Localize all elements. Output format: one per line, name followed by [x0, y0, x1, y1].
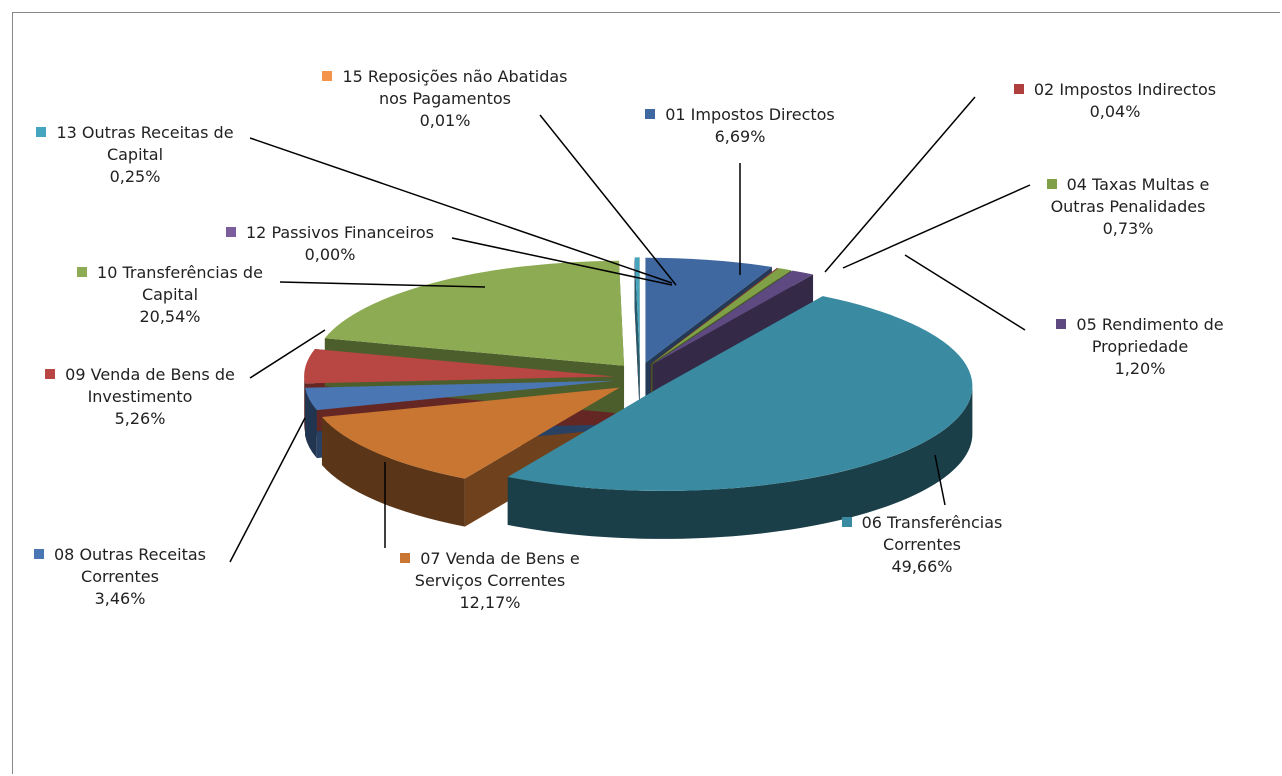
legend-marker [45, 369, 56, 379]
slice-wall [305, 387, 317, 459]
value-label: 0,04% [1089, 102, 1141, 121]
data-label: 09 Venda de Bens de Investimento 5,26% [25, 364, 255, 430]
slice-side [634, 257, 640, 411]
value-label: 0,00% [304, 245, 356, 264]
legend-marker [36, 127, 47, 137]
slice [651, 268, 792, 364]
slice-wall [304, 376, 305, 432]
category-label: 07 Venda de Bens e Serviços Correntes [414, 549, 580, 590]
data-label: 08 Outras Receitas Correntes 3,46% [15, 544, 225, 610]
legend-marker [1056, 319, 1067, 329]
data-label: 05 Rendimento de Propriedade 1,20% [1030, 314, 1250, 380]
category-label: 13 Outras Receitas de Capital [56, 123, 234, 164]
value-label: 0,73% [1102, 219, 1154, 238]
chart-frame [12, 12, 1280, 774]
value-label: 49,66% [891, 557, 953, 576]
legend-marker [645, 109, 656, 119]
category-label: 02 Impostos Indirectos [1033, 80, 1217, 99]
data-label: 04 Taxas Multas e Outras Penalidades 0,73… [1018, 174, 1238, 240]
legend-marker [34, 549, 44, 559]
leader-line [229, 417, 306, 563]
slice [645, 257, 772, 363]
legend-marker [77, 267, 88, 277]
legend-marker [841, 517, 852, 527]
value-label: 6,69% [714, 127, 766, 146]
slice [507, 296, 973, 491]
leader-line [249, 329, 326, 379]
slice [634, 257, 640, 363]
legend-marker [226, 227, 236, 237]
category-label: 01 Impostos Directos [665, 105, 835, 124]
data-label: 15 Reposições não Abatidas nos Pagamento… [310, 66, 580, 132]
value-label: 20,54% [139, 307, 201, 326]
data-label: 07 Venda de Bens e Serviços Correntes 12,… [375, 548, 605, 614]
legend-marker [1013, 84, 1024, 94]
slice-wall [507, 385, 973, 539]
data-label: 13 Outras Receitas de Capital 0,25% [10, 122, 260, 188]
leader-line [824, 96, 976, 273]
slice [321, 387, 620, 479]
data-label: 01 Impostos Directos 6,69% [610, 104, 870, 148]
category-label: 12 Passivos Financeiros [246, 223, 434, 242]
slice-wall [321, 417, 465, 527]
legend-marker [400, 553, 411, 563]
legend-marker [1046, 179, 1057, 189]
leader-line [539, 114, 677, 286]
category-label: 06 Transferências Correntes [861, 513, 1003, 554]
leader-line [451, 237, 673, 286]
data-label: 06 Transferências Correntes 49,66% [822, 512, 1022, 578]
leader-line [279, 281, 486, 288]
legend-marker [322, 71, 333, 81]
category-label: 05 Rendimento de Propriedade [1076, 315, 1224, 356]
category-label: 08 Outras Receitas Correntes [54, 545, 206, 586]
pie-walls [304, 376, 973, 539]
data-label: 10 Transferências de Capital 20,54% [50, 262, 290, 328]
leader-line [249, 137, 673, 284]
category-label: 15 Reposições não Abatidas nos Pagamento… [342, 67, 568, 108]
slice [324, 260, 625, 366]
category-label: 09 Venda de Bens de Investimento [65, 365, 235, 406]
slice [650, 267, 778, 364]
value-label: 5,26% [114, 409, 166, 428]
data-label: 02 Impostos Indirectos 0,04% [985, 79, 1245, 123]
value-label: 3,46% [94, 589, 146, 608]
leader-line [934, 454, 946, 506]
slice [652, 270, 814, 365]
value-label: 0,25% [109, 167, 161, 186]
pie-tops [304, 257, 973, 491]
value-label: 1,20% [1114, 359, 1166, 378]
value-label: 0,01% [419, 111, 471, 130]
slice [304, 349, 615, 384]
leader-line [904, 254, 1026, 331]
category-label: 04 Taxas Multas e Outras Penalidades [1050, 175, 1210, 216]
data-label: 12 Passivos Financeiros 0,00% [195, 222, 465, 266]
leader-line [842, 184, 1031, 269]
category-label: 10 Transferências de Capital [97, 263, 263, 304]
slice [305, 380, 615, 411]
value-label: 12,17% [459, 593, 521, 612]
